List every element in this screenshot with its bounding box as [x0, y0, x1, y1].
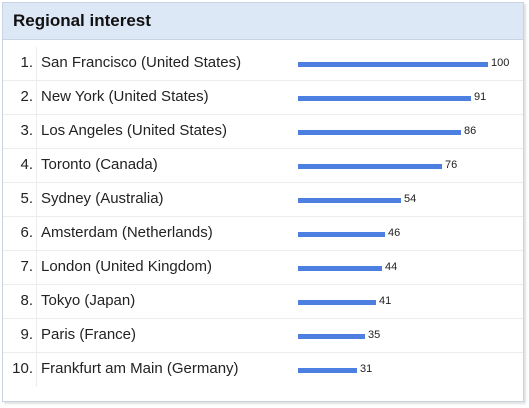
interest-value: 86 [464, 125, 477, 137]
region-name: Frankfurt am Main (Germany) [41, 360, 239, 377]
interest-value: 31 [360, 363, 373, 375]
column-divider [36, 251, 37, 285]
rank-number: 2. [20, 88, 33, 105]
region-name: Paris (France) [41, 326, 137, 343]
list-item: 6. Amsterdam (Netherlands) 46 [3, 217, 523, 251]
interest-bar [298, 232, 385, 237]
rank-number: 9. [20, 326, 33, 343]
region-name: Sydney (Australia) [41, 190, 164, 207]
interest-bar [298, 266, 382, 271]
interest-bar [298, 300, 376, 305]
list-item: 9. Paris (France) 35 [3, 319, 523, 353]
region-name: Tokyo (Japan) [41, 292, 136, 309]
list-item: 10. Frankfurt am Main (Germany) 31 [3, 353, 523, 387]
interest-bar [298, 334, 365, 339]
rank-number: 1. [20, 54, 33, 71]
rank-number: 7. [20, 258, 33, 275]
interest-value: 91 [474, 91, 487, 103]
interest-bar [298, 198, 401, 203]
list-item: 4. Toronto (Canada) 76 [3, 149, 523, 183]
interest-value: 41 [379, 295, 392, 307]
interest-bar [298, 164, 442, 169]
column-divider [36, 353, 37, 387]
region-name: Toronto (Canada) [41, 156, 158, 173]
interest-bar [298, 62, 488, 67]
interest-value: 46 [388, 227, 401, 239]
region-name: London (United Kingdom) [41, 258, 212, 275]
region-name: San Francisco (United States) [41, 54, 242, 71]
panel-title: Regional interest [13, 11, 151, 30]
rank-number: 3. [20, 122, 33, 139]
interest-value: 76 [445, 159, 458, 171]
rank-number: 6. [20, 224, 33, 241]
interest-value: 44 [385, 261, 398, 273]
column-divider [36, 115, 37, 149]
rank-number: 8. [20, 292, 33, 309]
column-divider [36, 217, 37, 251]
rank-number: 4. [20, 156, 33, 173]
interest-value: 100 [491, 57, 510, 69]
list-item: 1. San Francisco (United States) 100 [3, 47, 523, 81]
region-name: New York (United States) [41, 88, 209, 105]
list-item: 3. Los Angeles (United States) 86 [3, 115, 523, 149]
list-item: 8. Tokyo (Japan) 41 [3, 285, 523, 319]
column-divider [36, 81, 37, 115]
panel-header: Regional interest [3, 3, 523, 40]
interest-value: 54 [404, 193, 417, 205]
regional-interest-panel: Regional interest 1. San Francisco (Unite… [2, 2, 524, 402]
column-divider [36, 47, 37, 81]
column-divider [36, 149, 37, 183]
region-name: Los Angeles (United States) [41, 122, 227, 139]
list-item: 5. Sydney (Australia) 54 [3, 183, 523, 217]
list-item: 7. London (United Kingdom) 44 [3, 251, 523, 285]
column-divider [36, 285, 37, 319]
interest-bar [298, 130, 461, 135]
list-item: 2. New York (United States) 91 [3, 81, 523, 115]
column-divider [36, 183, 37, 217]
interest-value: 35 [368, 329, 381, 341]
region-name: Amsterdam (Netherlands) [41, 224, 213, 241]
rank-number: 5. [20, 190, 33, 207]
rank-number: 10. [12, 360, 33, 377]
regional-interest-list: 1. San Francisco (United States) 100 2. New … [3, 47, 523, 387]
interest-bar [298, 368, 357, 373]
column-divider [36, 319, 37, 353]
interest-bar [298, 96, 471, 101]
